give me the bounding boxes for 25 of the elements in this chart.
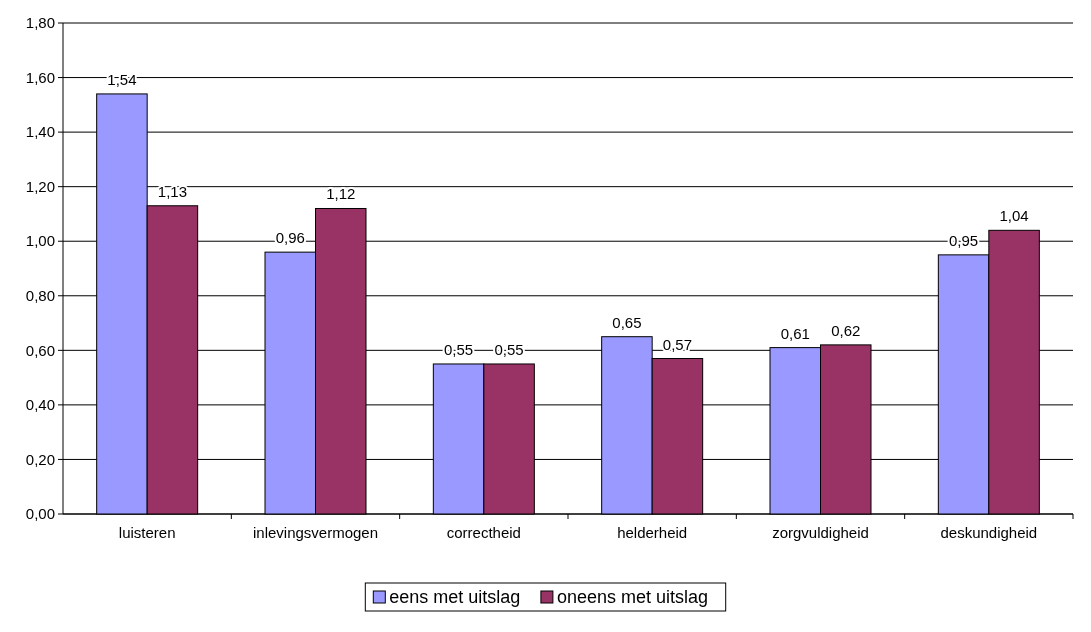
x-tick-label: correctheid <box>446 524 521 541</box>
x-tick-label: inlevingsvermogen <box>252 524 379 541</box>
y-tick-label: 0,40 <box>25 396 55 414</box>
legend-label: eens met uitslag <box>389 587 521 608</box>
y-tick-label: 0,00 <box>25 505 55 523</box>
y-tick-label: 1,60 <box>25 68 55 86</box>
y-tick-label: 1,00 <box>25 232 55 250</box>
legend-label: oneens met uitslag <box>556 587 708 608</box>
y-tick-label: 0,60 <box>25 341 55 359</box>
x-tick-label: helderheid <box>617 524 688 541</box>
y-tick-label: 0,20 <box>25 450 55 468</box>
data-label: 0,62 <box>831 321 861 339</box>
data-label: 1,04 <box>999 207 1029 225</box>
y-tick-label: 1,40 <box>25 123 55 141</box>
y-tick-label: 0,80 <box>25 287 55 305</box>
data-label: 0,65 <box>612 313 642 331</box>
x-tick-label: luisteren <box>118 524 176 541</box>
data-label: 0,61 <box>780 324 810 342</box>
data-label: 1,12 <box>326 185 356 203</box>
x-tick-label: zorgvuldigheid <box>772 524 869 541</box>
y-tick-label: 1,20 <box>25 177 55 195</box>
data-label: 0,57 <box>662 335 693 353</box>
y-tick-label: 1,80 <box>25 14 55 32</box>
data-label: 1,13 <box>157 182 188 200</box>
x-tick-label: deskundigheid <box>940 524 1038 541</box>
